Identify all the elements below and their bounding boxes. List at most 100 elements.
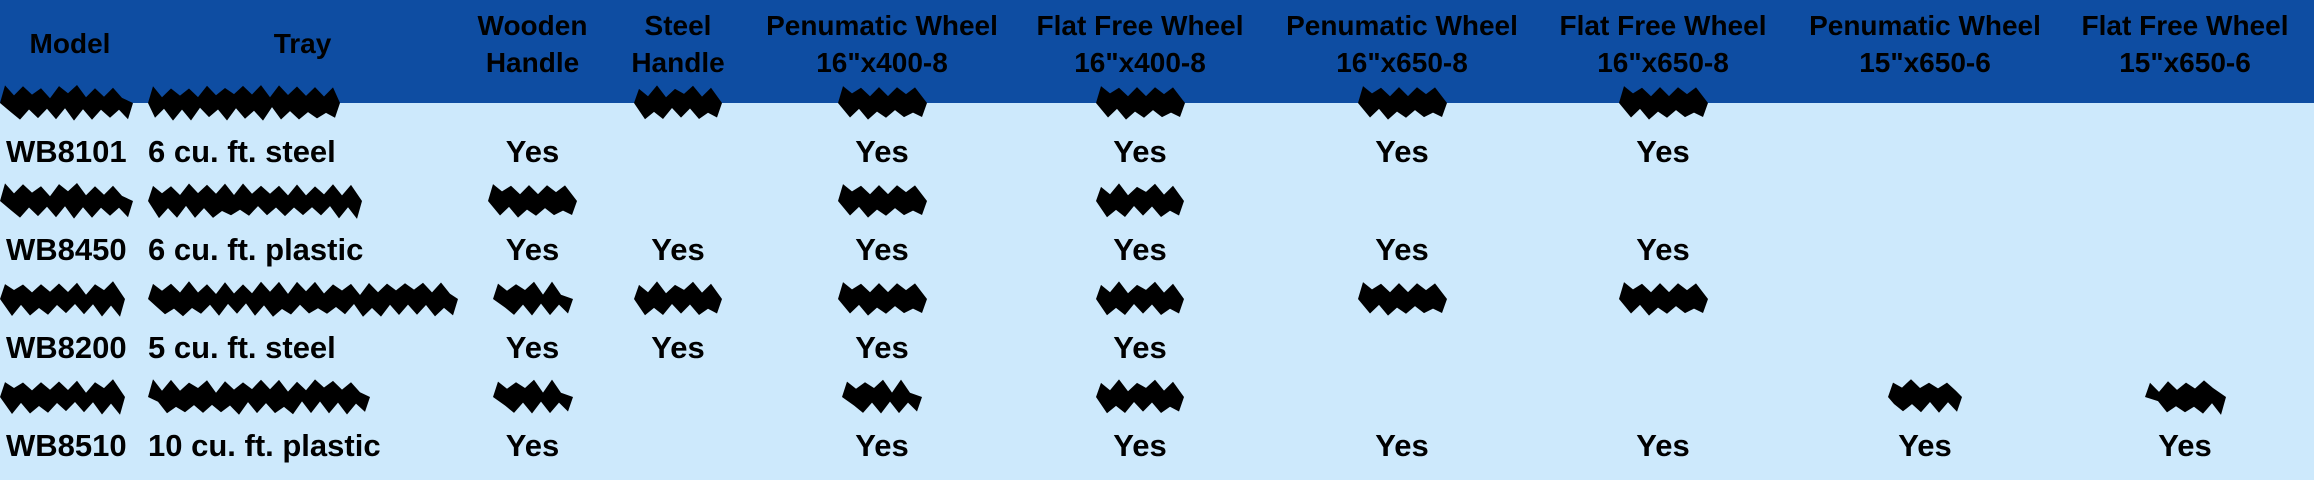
redaction-mark [2144, 380, 2226, 416]
cell-pneumatic-wheel-16x650-8 [1272, 78, 1532, 127]
cell-wooden-handle [465, 177, 600, 226]
redaction-mark [634, 281, 722, 316]
redaction-mark [1096, 379, 1184, 414]
redaction-mark [492, 281, 573, 316]
cell-flat-free-wheel-16x650-8 [1532, 78, 1794, 127]
column-header-flat-free-wheel-16x650-8: Flat Free Wheel 16"x650-8 [1559, 9, 1767, 78]
cell-flat-free-wheel-16x400-8 [1008, 373, 1272, 422]
redaction-mark [148, 85, 340, 121]
cell-text: Yes [855, 232, 909, 268]
cell-text: WB8101 [6, 134, 127, 170]
redaction-mark [1096, 183, 1184, 218]
cell-text: WB8200 [6, 330, 127, 366]
cell-flat-free-wheel-15x650-6 [2056, 177, 2314, 226]
cell-flat-free-wheel-16x400-8: Yes [1008, 226, 1272, 275]
redaction-mark [1096, 281, 1184, 316]
cell-pneumatic-wheel-16x400-8: Yes [756, 127, 1008, 176]
cell-text: Yes [505, 428, 560, 464]
cell-steel-handle [600, 177, 756, 226]
cell-text: 10 cu. ft. plastic [148, 428, 381, 464]
cell-flat-free-wheel-15x650-6 [2056, 127, 2314, 176]
cell-wooden-handle: Yes [465, 226, 600, 275]
cell-pneumatic-wheel-16x650-8 [1272, 177, 1532, 226]
cell-steel-handle [600, 373, 756, 422]
cell-text: Yes [1113, 232, 1167, 268]
cell-model [0, 177, 140, 226]
cell-text: Yes [2158, 428, 2212, 464]
cell-flat-free-wheel-16x650-8: Yes [1532, 422, 1794, 471]
column-header-pneumatic-wheel-16x650-8: Penumatic Wheel 16"x650-8 [1286, 9, 1518, 78]
cell-flat-free-wheel-16x650-8 [1532, 373, 1794, 422]
cell-pneumatic-wheel-16x400-8 [756, 78, 1008, 127]
cell-text: Yes [1375, 428, 1429, 464]
cell-pneumatic-wheel-16x400-8 [756, 177, 1008, 226]
cell-model [0, 373, 140, 422]
redaction-mark [1618, 282, 1708, 316]
redaction-mark [842, 379, 922, 414]
cell-flat-free-wheel-16x400-8: Yes [1008, 324, 1272, 373]
cell-text: Yes [1636, 134, 1690, 170]
cell-model: WB8200 [0, 324, 140, 373]
cell-text: 6 cu. ft. plastic [148, 232, 364, 268]
cell-text: Yes [1375, 134, 1429, 170]
cell-text: Yes [1113, 428, 1167, 464]
cell-text: Yes [505, 330, 560, 366]
cell-flat-free-wheel-16x650-8 [1532, 275, 1794, 324]
redaction-mark [0, 281, 125, 317]
cell-tray: 6 cu. ft. plastic [140, 226, 465, 275]
column-header-wooden-handle: Wooden Handle [477, 9, 588, 78]
redaction-mark [634, 85, 722, 120]
cell-flat-free-wheel-16x650-8: Yes [1532, 127, 1794, 176]
cell-pneumatic-wheel-16x400-8: Yes [756, 422, 1008, 471]
cell-text: Yes [505, 232, 560, 268]
cell-pneumatic-wheel-16x650-8 [1272, 324, 1532, 373]
cell-pneumatic-wheel-16x650-8 [1272, 275, 1532, 324]
cell-steel-handle [600, 127, 756, 176]
redaction-mark [837, 282, 927, 316]
table-row: WB8101 6 cu. ft. steel Yes Yes Yes Yes Yes [0, 127, 2314, 176]
cell-text: Yes [1375, 232, 1429, 268]
cell-text: Yes [1636, 428, 1690, 464]
redaction-mark [0, 183, 133, 219]
table-row-redacted [0, 275, 2314, 324]
redaction-mark [148, 379, 370, 416]
cell-flat-free-wheel-15x650-6 [2056, 78, 2314, 127]
cell-text: Yes [651, 330, 705, 366]
cell-flat-free-wheel-16x650-8 [1532, 324, 1794, 373]
cell-flat-free-wheel-15x650-6 [2056, 324, 2314, 373]
cell-flat-free-wheel-16x650-8 [1532, 177, 1794, 226]
cell-text: 6 cu. ft. steel [148, 134, 336, 170]
cell-text: Yes [1113, 134, 1167, 170]
redaction-mark [148, 183, 362, 219]
cell-tray [140, 177, 465, 226]
cell-wooden-handle: Yes [465, 422, 600, 471]
cell-text: Yes [855, 330, 909, 366]
column-header-pneumatic-wheel-15x650-6: Penumatic Wheel 15"x650-6 [1809, 9, 2041, 78]
cell-steel-handle [600, 422, 756, 471]
table-row: WB8450 6 cu. ft. plastic Yes Yes Yes Yes Yes Ye… [0, 226, 2314, 275]
cell-steel-handle [600, 275, 756, 324]
redaction-mark [837, 86, 927, 120]
cell-pneumatic-wheel-15x650-6 [1794, 226, 2056, 275]
cell-flat-free-wheel-16x650-8: Yes [1532, 226, 1794, 275]
cell-flat-free-wheel-16x400-8: Yes [1008, 127, 1272, 176]
redaction-mark [0, 379, 125, 416]
redaction-mark [492, 379, 573, 414]
redaction-mark [488, 184, 577, 218]
table-row-redacted [0, 78, 2314, 127]
cell-model: WB8450 [0, 226, 140, 275]
column-header-steel-handle: Steel Handle [631, 9, 725, 78]
column-header-pneumatic-wheel-16x400-8: Penumatic Wheel 16"x400-8 [766, 9, 998, 78]
cell-pneumatic-wheel-15x650-6: Yes [1794, 422, 2056, 471]
cell-flat-free-wheel-15x650-6 [2056, 275, 2314, 324]
cell-model [0, 78, 140, 127]
table-row: WB8510 10 cu. ft. plastic Yes Yes Yes Yes Yes Y… [0, 422, 2314, 471]
cell-steel-handle: Yes [600, 226, 756, 275]
cell-pneumatic-wheel-16x400-8 [756, 373, 1008, 422]
cell-model: WB8510 [0, 422, 140, 471]
column-header-tray: Tray [273, 28, 332, 59]
redaction-mark [837, 184, 927, 218]
cell-text: Yes [855, 428, 909, 464]
redaction-mark [0, 84, 133, 121]
